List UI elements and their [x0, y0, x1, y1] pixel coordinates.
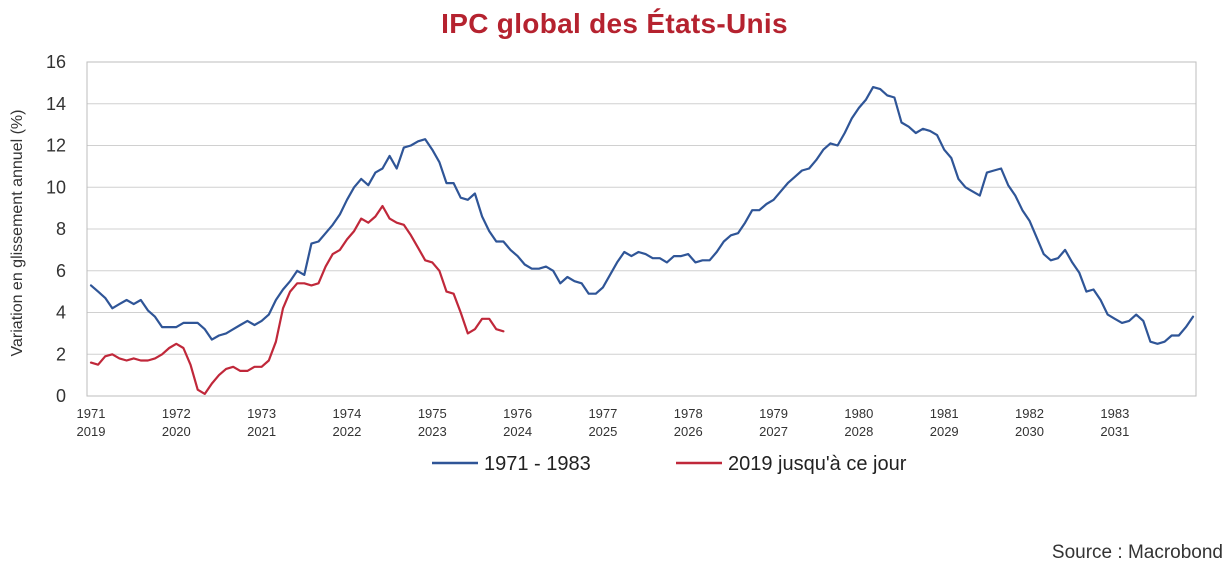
legend: 1971 - 1983 2019 jusqu'à ce jour: [432, 453, 907, 475]
x-tick: 1983 2031: [1100, 406, 1129, 439]
x-tick: 1975 2023: [418, 406, 447, 439]
x-tick-label-top: 1983: [1100, 406, 1129, 421]
series-lines: [89, 85, 1195, 395]
y-tick-label: 10: [46, 177, 66, 197]
x-tick-label-top: 1979: [759, 406, 788, 421]
x-tick-label-top: 1980: [844, 406, 873, 421]
legend-label-2019-to-date: 2019 jusqu'à ce jour: [728, 453, 907, 475]
x-tick: 1973 2021: [247, 406, 276, 439]
x-tick-label-top: 1981: [930, 406, 959, 421]
x-tick: 1980 2028: [844, 406, 873, 439]
x-tick-label-bottom: 2028: [844, 424, 873, 439]
y-tick-label: 16: [46, 52, 66, 72]
x-tick-label-bottom: 2021: [247, 424, 276, 439]
legend-label-1971-1983: 1971 - 1983: [484, 453, 591, 475]
x-tick: 1979 2027: [759, 406, 788, 439]
chart-title: IPC global des États-Unis: [441, 8, 788, 39]
x-tick-label-top: 1972: [162, 406, 191, 421]
x-tick-label-bottom: 2020: [162, 424, 191, 439]
source-note: Source : Macrobond: [1051, 542, 1223, 563]
x-tick-label-top: 1971: [77, 406, 106, 421]
x-tick: 1981 2029: [930, 406, 959, 439]
x-tick-label-top: 1974: [332, 406, 361, 421]
x-tick-label-top: 1977: [588, 406, 617, 421]
y-tick-label: 12: [46, 136, 66, 156]
y-tick-label: 0: [56, 386, 66, 406]
x-tick: 1982 2030: [1015, 406, 1044, 439]
x-tick-label-top: 1973: [247, 406, 276, 421]
x-tick-label-top: 1978: [674, 406, 703, 421]
series-line-2019-to-date: [89, 204, 505, 395]
y-tick-label: 6: [56, 261, 66, 281]
x-tick-label-bottom: 2025: [588, 424, 617, 439]
series-line-1971-1983: [89, 85, 1195, 345]
y-tick-label: 2: [56, 344, 66, 364]
x-tick-label-top: 1975: [418, 406, 447, 421]
x-tick: 1974 2022: [332, 406, 361, 439]
x-tick-label-bottom: 2029: [930, 424, 959, 439]
y-axis-ticks: 0 2 4 6 8 10 12 14 16: [46, 52, 66, 406]
x-tick-label-bottom: 2026: [674, 424, 703, 439]
x-tick-label-bottom: 2024: [503, 424, 532, 439]
x-tick-label-bottom: 2031: [1100, 424, 1129, 439]
x-tick-label-top: 1976: [503, 406, 532, 421]
y-tick-label: 4: [56, 303, 66, 323]
y-axis-label: Variation en glissement annuel (%): [9, 110, 26, 357]
x-tick-label-top: 1982: [1015, 406, 1044, 421]
x-tick: 1977 2025: [588, 406, 617, 439]
x-tick: 1976 2024: [503, 406, 532, 439]
plot-frame: [86, 61, 1197, 397]
x-tick-label-bottom: 2019: [77, 424, 106, 439]
x-tick-label-bottom: 2022: [332, 424, 361, 439]
x-tick-label-bottom: 2023: [418, 424, 447, 439]
x-tick: 1978 2026: [674, 406, 703, 439]
x-tick-label-bottom: 2027: [759, 424, 788, 439]
x-axis-ticks: 1971 2019 1972 2020 1973 2021 1974 2022 1975 2023…: [77, 406, 1130, 439]
y-tick-label: 8: [56, 219, 66, 239]
x-tick: 1972 2020: [162, 406, 191, 439]
x-tick: 1971 2019: [77, 406, 106, 439]
x-tick-label-bottom: 2030: [1015, 424, 1044, 439]
y-tick-label: 14: [46, 94, 66, 114]
grid: [87, 103, 1196, 355]
